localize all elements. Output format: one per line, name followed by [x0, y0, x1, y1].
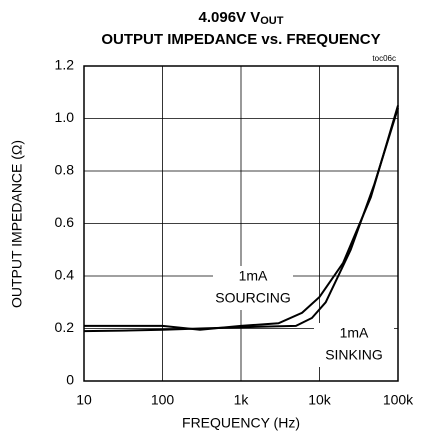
chart-subtitle: OUTPUT IMPEDANCE vs. FREQUENCY — [101, 31, 380, 48]
annotation-background — [314, 323, 394, 367]
annotation: SINKING — [325, 347, 383, 363]
y-tick-label: 1.0 — [55, 109, 75, 125]
x-tick-label: 100 — [151, 392, 175, 408]
annotation: 1mA — [239, 268, 268, 284]
figure-id: toc06c — [372, 54, 396, 63]
x-tick-label: 1k — [234, 392, 250, 408]
chart-title: 4.096V VOUT — [199, 9, 284, 27]
plot-frame — [83, 65, 399, 382]
x-tick-label: 10 — [76, 392, 92, 408]
annotation: SOURCING — [215, 290, 290, 306]
title-main: 4.096V V — [199, 9, 261, 26]
y-tick-label: 0.4 — [55, 267, 75, 283]
annotation: 1mA — [340, 325, 369, 341]
x-tick-label: 10k — [308, 392, 332, 408]
y-axis-label: OUTPUT IMPEDANCE (Ω) — [9, 140, 25, 308]
annotation-background — [213, 266, 293, 310]
y-tick-label: 1.2 — [55, 57, 75, 73]
data-line — [83, 107, 399, 333]
y-tick-label: 0.2 — [55, 319, 75, 335]
x-tick-label: 100k — [383, 392, 414, 408]
x-axis-label: FREQUENCY (Hz) — [182, 415, 300, 431]
y-tick-label: 0.6 — [55, 214, 75, 230]
y-tick-label: 0 — [66, 372, 74, 388]
y-tick-label: 0.8 — [55, 162, 75, 178]
data-line — [84, 105, 399, 331]
title-subscript: OUT — [260, 15, 284, 27]
